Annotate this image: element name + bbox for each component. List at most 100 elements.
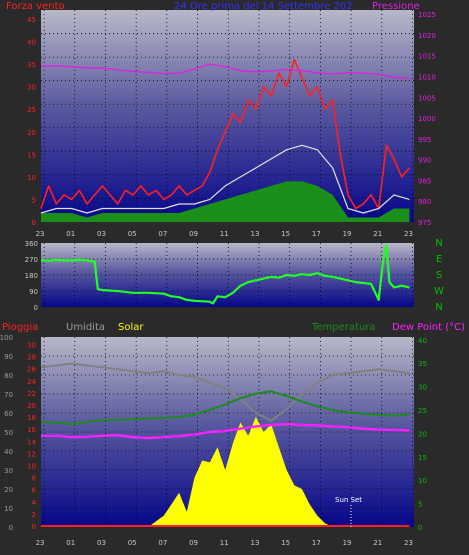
- wind-y-tick: 30: [27, 84, 36, 92]
- pressure-y-tick: 1020: [418, 32, 436, 40]
- humidity-y-tick: 50: [4, 429, 13, 437]
- wind-x-tick: 17: [312, 230, 321, 238]
- wind-y-tick: 15: [27, 151, 36, 159]
- thermo-x-tick: 13: [251, 539, 260, 547]
- wind-x-tick: 07: [158, 230, 167, 238]
- wind-y-tick: 45: [27, 16, 36, 24]
- wind-x-tick: 15: [281, 230, 290, 238]
- dir-y-tick: 90: [29, 288, 38, 296]
- rain-y-tick: 24: [27, 378, 36, 386]
- pressure-y-tick: 990: [418, 157, 431, 165]
- humidity-y-tick: 80: [4, 372, 13, 380]
- rain-y-tick: 2: [32, 511, 36, 519]
- rain-label: Pioggia: [2, 322, 38, 333]
- wind-axis-label: Forza vento: [6, 1, 65, 12]
- pressure-y-tick: 985: [418, 177, 431, 185]
- temp-y-tick: 5: [418, 501, 422, 509]
- rain-y-tick: 16: [27, 426, 36, 434]
- rain-y-tick: 0: [32, 523, 36, 531]
- wind-x-tick: 13: [251, 230, 260, 238]
- humidity-y-tick: 0: [9, 524, 13, 532]
- sunset-annotation: Sun Set: [335, 496, 362, 504]
- rain-y-tick: 18: [27, 414, 36, 422]
- wind-x-tick: 09: [189, 230, 198, 238]
- humidity-y-tick: 40: [4, 448, 13, 456]
- wind-y-tick: 40: [27, 39, 36, 47]
- thermo-x-tick: 11: [220, 539, 229, 547]
- rain-y-tick: 28: [27, 354, 36, 362]
- wind-x-tick: 19: [343, 230, 352, 238]
- temp-y-tick: 10: [418, 477, 427, 485]
- rain-y-tick: 22: [27, 390, 36, 398]
- wind-x-tick: 23: [36, 230, 45, 238]
- wind-x-tick: 03: [97, 230, 106, 238]
- temp-y-tick: 15: [418, 454, 427, 462]
- dir-y-tick: 0: [34, 304, 38, 312]
- thermo-x-tick: 23: [36, 539, 45, 547]
- rain-y-tick: 4: [32, 499, 37, 507]
- dir-y-tick: 270: [25, 256, 38, 264]
- thermo-x-tick: 07: [158, 539, 167, 547]
- wind-x-tick: 05: [128, 230, 137, 238]
- pressure-y-tick: 1010: [418, 74, 436, 82]
- dir-y-tick: 360: [25, 240, 38, 248]
- wind-y-tick: 20: [27, 129, 36, 137]
- wind-x-tick: 23: [404, 230, 413, 238]
- dewpoint-line: [41, 422, 410, 440]
- solar-area: [41, 416, 410, 527]
- thermo-x-tick: 09: [189, 539, 198, 547]
- pressure-y-tick: 1000: [418, 115, 436, 123]
- compass-tick: W: [434, 286, 444, 297]
- gust-line: [40, 58, 411, 210]
- wind-y-tick: 10: [27, 174, 36, 182]
- wind-series: [40, 58, 411, 222]
- thermo-x-tick: 15: [281, 539, 290, 547]
- thermo-x-tick: 01: [66, 539, 75, 547]
- temp-y-tick: 20: [418, 430, 427, 438]
- temp-y-tick: 30: [418, 384, 427, 392]
- compass-tick: N: [435, 302, 442, 313]
- humidity-label: Umidita: [66, 322, 105, 333]
- pressure-y-tick: 1025: [418, 11, 436, 19]
- rain-y-tick: 30: [27, 342, 36, 350]
- temp-y-tick: 40: [418, 337, 427, 345]
- compass-tick: S: [436, 270, 442, 281]
- temperature-line: [40, 390, 410, 426]
- rain-y-tick: 10: [27, 463, 36, 471]
- humidity-y-tick: 30: [4, 467, 13, 475]
- pressure-y-tick: 980: [418, 198, 431, 206]
- humidity-y-tick: 70: [4, 391, 13, 399]
- wind-y-tick: 0: [32, 219, 36, 227]
- solar-label: Solar: [118, 322, 144, 333]
- humidity-line: [40, 362, 410, 422]
- axis-ticks: 2323010103030505070709091111131315151717…: [0, 11, 444, 547]
- humidity-y-tick: 20: [4, 486, 13, 494]
- wind-x-tick: 01: [66, 230, 75, 238]
- avg-wind-line: [40, 144, 410, 214]
- wind-direction-line: [40, 243, 410, 305]
- compass-tick: N: [435, 238, 442, 249]
- humidity-y-tick: 60: [4, 410, 13, 418]
- wind-x-tick: 21: [373, 230, 382, 238]
- temp-y-tick: 25: [418, 407, 427, 415]
- dir-series: [40, 243, 410, 305]
- wind-base-area: [41, 181, 410, 222]
- wind-chart-title: 24 Ore prima del 14 Settembre 202: [174, 1, 353, 12]
- thermo-x-tick: 23: [404, 539, 413, 547]
- rain-y-tick: 8: [32, 475, 36, 483]
- humidity-y-tick: 90: [4, 353, 13, 361]
- temp-y-tick: 0: [418, 524, 422, 532]
- rain-y-tick: 12: [27, 450, 36, 458]
- pressure-y-tick: 975: [418, 219, 431, 227]
- thermo-x-tick: 17: [312, 539, 321, 547]
- thermo-x-tick: 03: [97, 539, 106, 547]
- wind-x-tick: 11: [220, 230, 229, 238]
- rain-y-tick: 6: [32, 487, 37, 495]
- thermo-x-tick: 21: [373, 539, 382, 547]
- wind-y-tick: 35: [27, 61, 36, 69]
- pressure-y-tick: 1005: [418, 94, 436, 102]
- wind-y-tick: 5: [32, 196, 36, 204]
- pressure-line: [40, 63, 410, 80]
- compass-tick: E: [436, 254, 442, 265]
